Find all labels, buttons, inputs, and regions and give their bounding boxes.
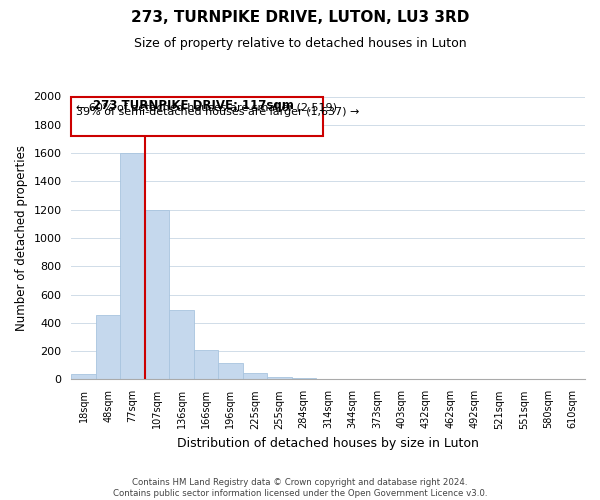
Bar <box>121 153 145 380</box>
Bar <box>96 315 121 380</box>
Y-axis label: Number of detached properties: Number of detached properties <box>15 145 28 331</box>
Bar <box>292 378 316 380</box>
X-axis label: Distribution of detached houses by size in Luton: Distribution of detached houses by size … <box>177 437 479 450</box>
Text: 39% of semi-detached houses are larger (1,637) →: 39% of semi-detached houses are larger (… <box>76 107 359 117</box>
Text: 273, TURNPIKE DRIVE, LUTON, LU3 3RD: 273, TURNPIKE DRIVE, LUTON, LU3 3RD <box>131 10 469 25</box>
Text: ← 60% of detached houses are smaller (2,519): ← 60% of detached houses are smaller (2,… <box>76 103 337 113</box>
Text: Contains HM Land Registry data © Crown copyright and database right 2024.
Contai: Contains HM Land Registry data © Crown c… <box>113 478 487 498</box>
Bar <box>218 363 242 380</box>
Bar <box>194 350 218 380</box>
Bar <box>71 96 323 136</box>
Text: 273 TURNPIKE DRIVE: 117sqm: 273 TURNPIKE DRIVE: 117sqm <box>93 100 294 112</box>
Bar <box>145 210 169 380</box>
Bar <box>169 310 194 380</box>
Bar <box>267 376 292 380</box>
Bar <box>71 374 96 380</box>
Bar <box>242 373 267 380</box>
Text: Size of property relative to detached houses in Luton: Size of property relative to detached ho… <box>134 38 466 51</box>
